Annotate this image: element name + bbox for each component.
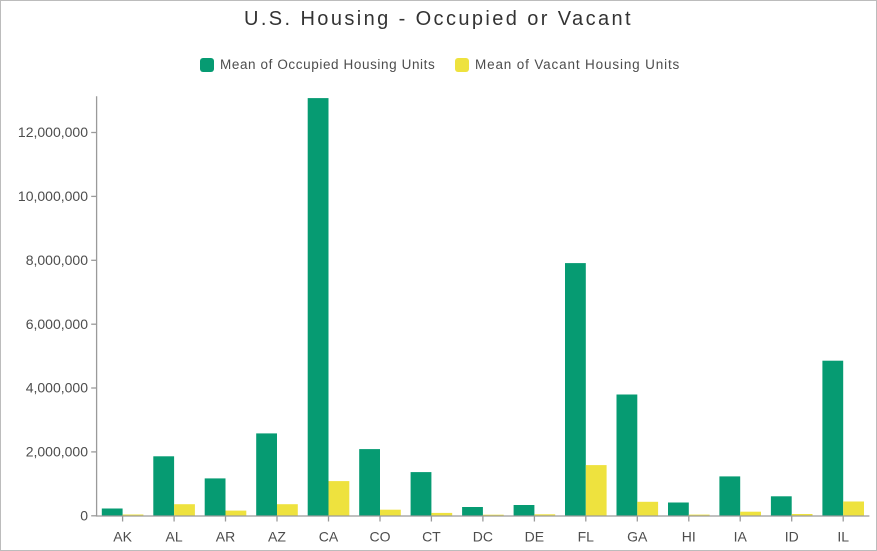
svg-text:2,000,000: 2,000,000 xyxy=(26,444,88,460)
svg-text:AL: AL xyxy=(166,529,183,545)
svg-text:CT: CT xyxy=(422,529,441,545)
svg-text:IA: IA xyxy=(734,529,748,545)
svg-text:0: 0 xyxy=(80,508,88,524)
svg-text:CA: CA xyxy=(319,529,339,545)
svg-text:AR: AR xyxy=(216,529,235,545)
svg-text:AK: AK xyxy=(113,529,132,545)
svg-text:DC: DC xyxy=(473,529,493,545)
svg-text:DE: DE xyxy=(525,529,544,545)
svg-text:FL: FL xyxy=(578,529,595,545)
svg-text:ID: ID xyxy=(785,529,799,545)
svg-text:4,000,000: 4,000,000 xyxy=(26,380,88,396)
svg-text:6,000,000: 6,000,000 xyxy=(26,316,88,332)
svg-text:12,000,000: 12,000,000 xyxy=(18,124,88,140)
svg-text:CO: CO xyxy=(370,529,391,545)
svg-text:IL: IL xyxy=(837,529,849,545)
svg-text:GA: GA xyxy=(627,529,648,545)
svg-text:AZ: AZ xyxy=(268,529,286,545)
svg-text:8,000,000: 8,000,000 xyxy=(26,252,88,268)
svg-text:10,000,000: 10,000,000 xyxy=(18,188,88,204)
svg-text:HI: HI xyxy=(682,529,696,545)
